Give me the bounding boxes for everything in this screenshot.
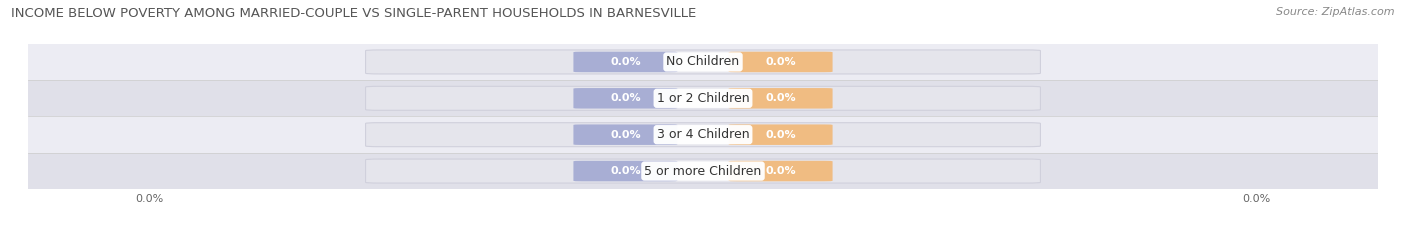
FancyBboxPatch shape	[574, 161, 678, 181]
Text: 0.0%: 0.0%	[610, 130, 641, 140]
Bar	[28, 153, 1378, 189]
FancyBboxPatch shape	[728, 88, 832, 109]
Bar	[28, 116, 1378, 153]
Text: 0.0%: 0.0%	[610, 57, 641, 67]
FancyBboxPatch shape	[574, 124, 678, 145]
Text: Source: ZipAtlas.com: Source: ZipAtlas.com	[1277, 7, 1395, 17]
Text: 5 or more Children: 5 or more Children	[644, 164, 762, 178]
Text: 0.0%: 0.0%	[765, 130, 796, 140]
Bar	[28, 80, 1378, 116]
FancyBboxPatch shape	[366, 123, 1040, 147]
Text: No Children: No Children	[666, 55, 740, 69]
FancyBboxPatch shape	[728, 161, 832, 181]
Text: 1 or 2 Children: 1 or 2 Children	[657, 92, 749, 105]
Text: 0.0%: 0.0%	[610, 93, 641, 103]
FancyBboxPatch shape	[366, 86, 1040, 110]
Text: 0.0%: 0.0%	[610, 166, 641, 176]
FancyBboxPatch shape	[366, 50, 1040, 74]
FancyBboxPatch shape	[366, 159, 1040, 183]
Text: 0.0%: 0.0%	[765, 166, 796, 176]
Text: 3 or 4 Children: 3 or 4 Children	[657, 128, 749, 141]
Bar	[28, 44, 1378, 80]
Text: INCOME BELOW POVERTY AMONG MARRIED-COUPLE VS SINGLE-PARENT HOUSEHOLDS IN BARNESV: INCOME BELOW POVERTY AMONG MARRIED-COUPL…	[11, 7, 696, 20]
FancyBboxPatch shape	[728, 52, 832, 72]
Text: 0.0%: 0.0%	[765, 93, 796, 103]
FancyBboxPatch shape	[728, 124, 832, 145]
FancyBboxPatch shape	[574, 52, 678, 72]
Text: 0.0%: 0.0%	[765, 57, 796, 67]
FancyBboxPatch shape	[574, 88, 678, 109]
